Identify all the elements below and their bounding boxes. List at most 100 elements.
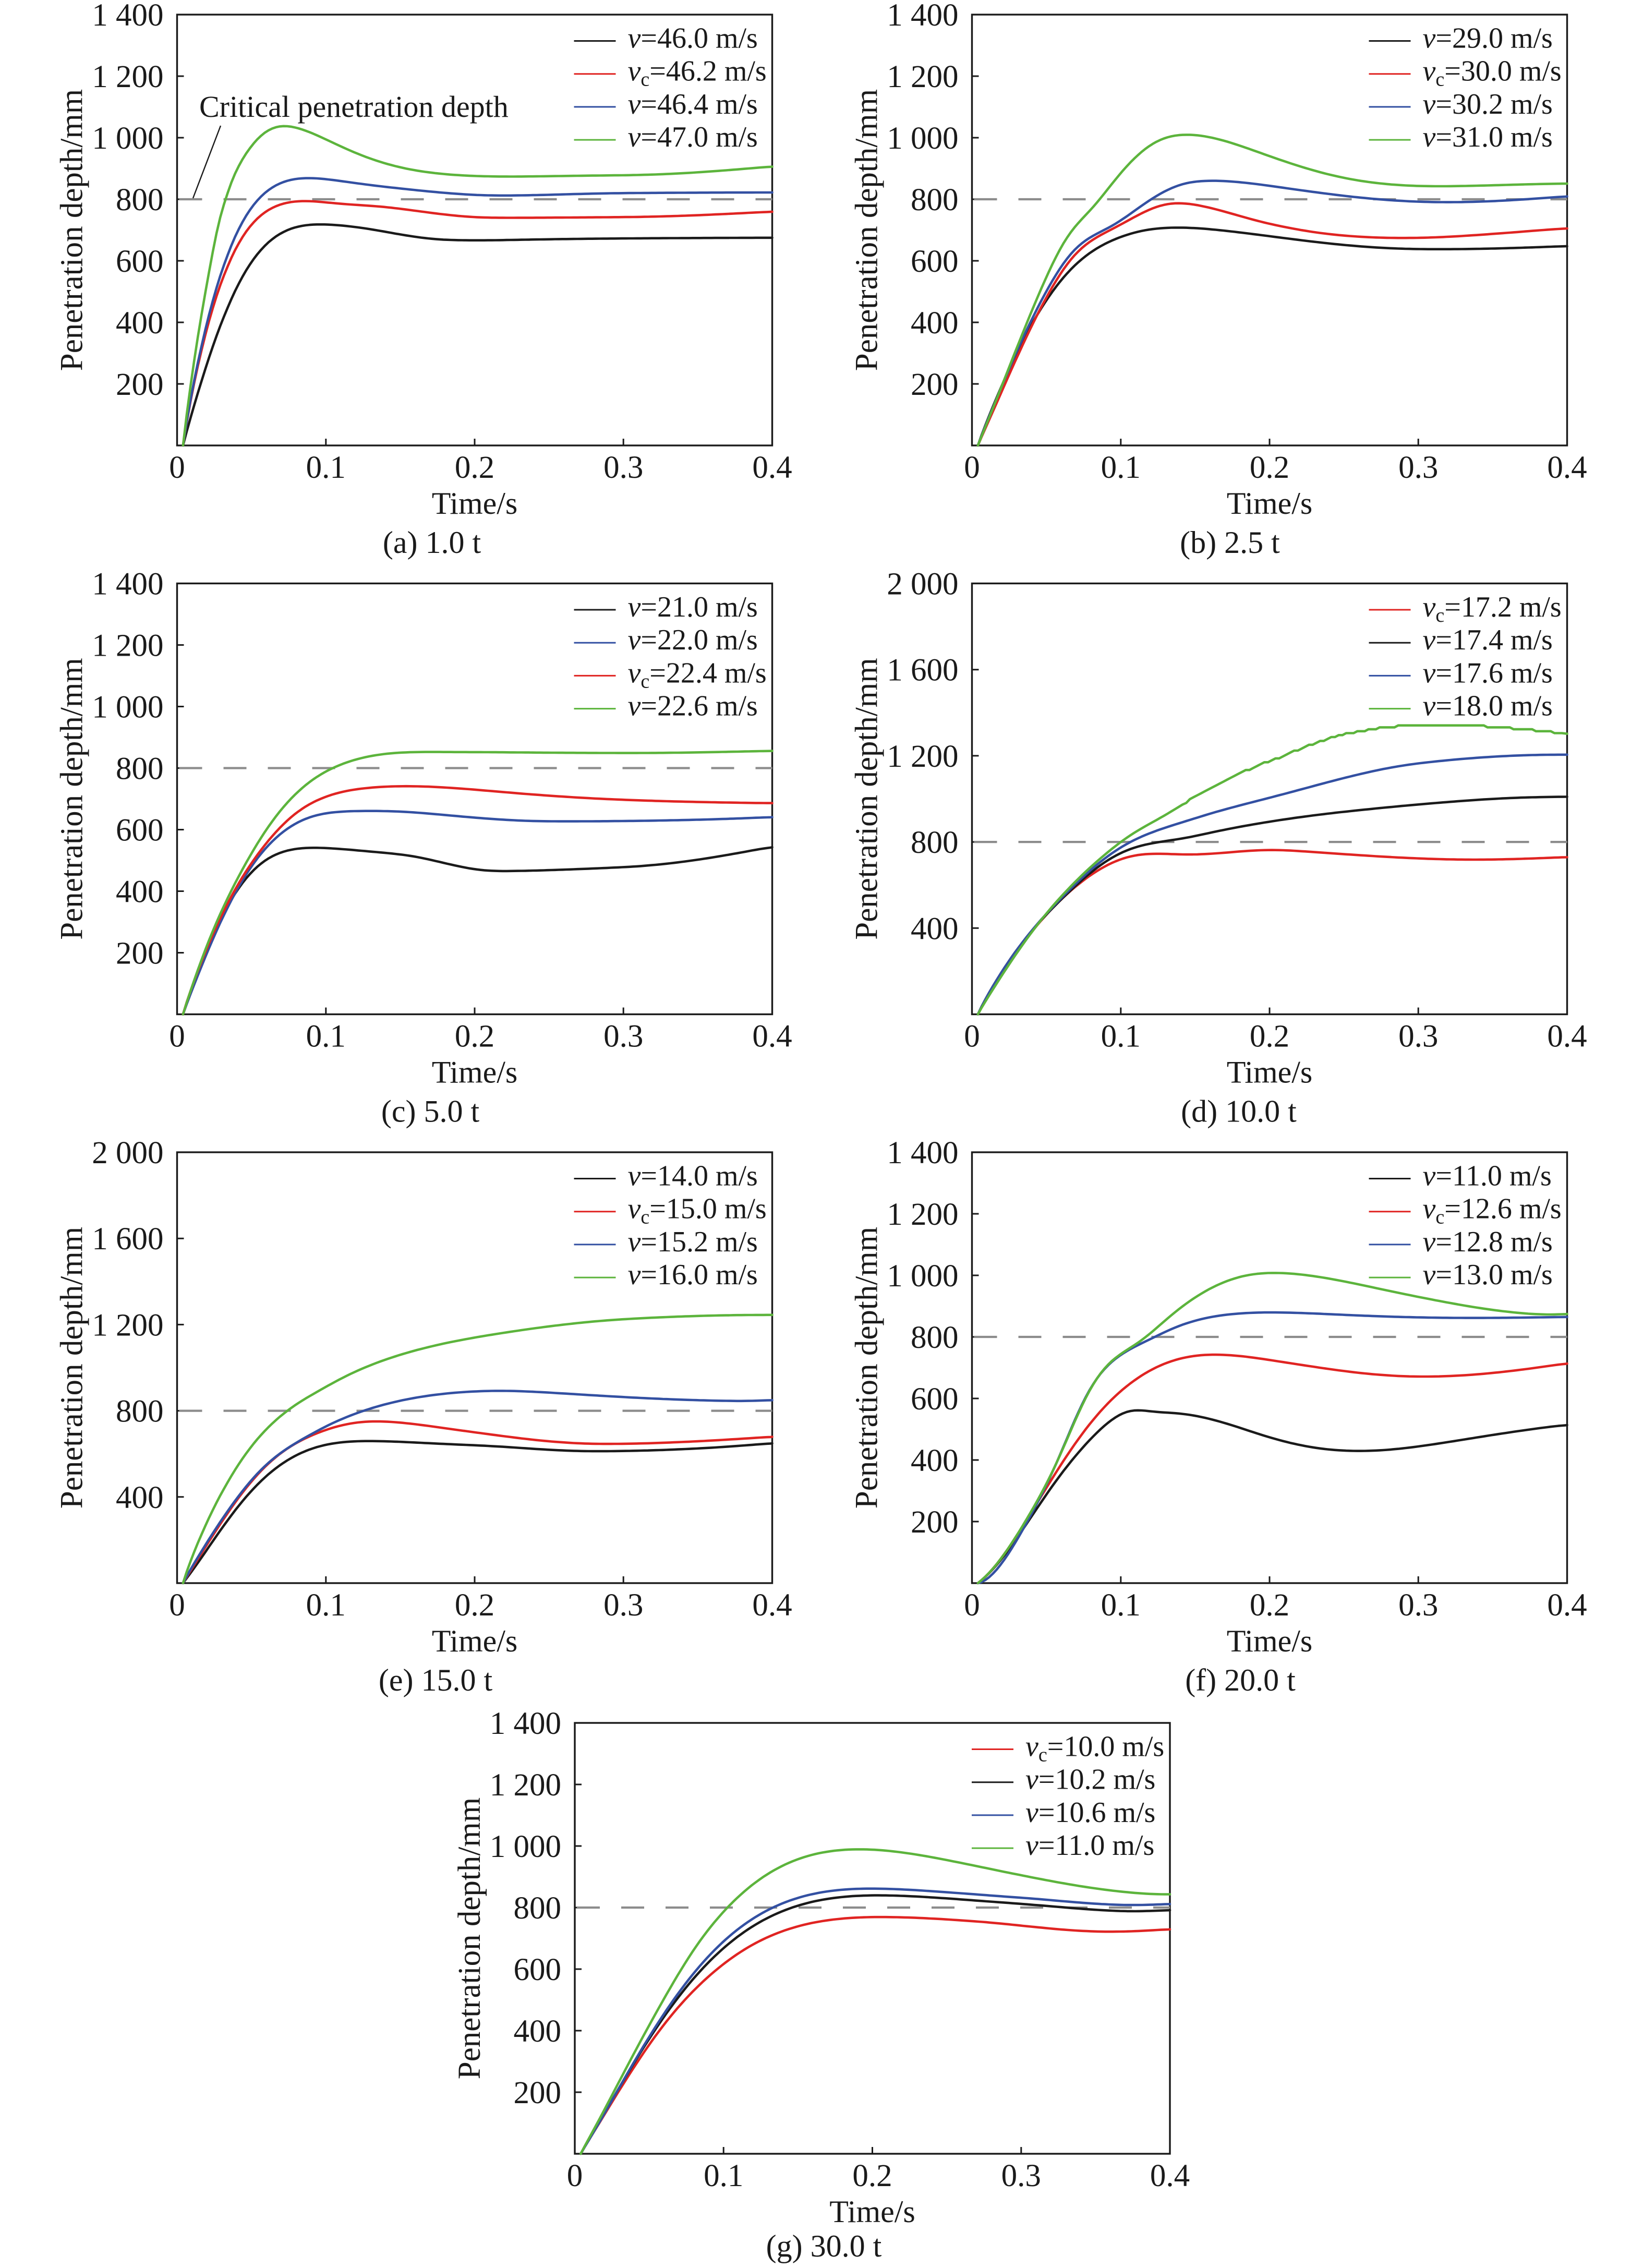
svg-text:400: 400 [911, 306, 959, 341]
svg-text:v=30.2 m/s: v=30.2 m/s [1423, 88, 1553, 120]
svg-text:0.3: 0.3 [603, 1019, 643, 1054]
svg-text:1 200: 1 200 [92, 629, 163, 663]
svg-text:1 200: 1 200 [490, 1768, 561, 1803]
svg-text:vc=22.4 m/s: vc=22.4 m/s [628, 657, 767, 692]
svg-text:2 000: 2 000 [92, 1136, 163, 1171]
svg-text:2 000: 2 000 [887, 567, 958, 602]
svg-text:0.3: 0.3 [603, 450, 643, 485]
svg-text:v=22.6 m/s: v=22.6 m/s [628, 690, 758, 722]
svg-text:vc=10.0 m/s: vc=10.0 m/s [1025, 1731, 1164, 1766]
svg-text:0: 0 [567, 2158, 583, 2193]
svg-text:400: 400 [116, 306, 164, 341]
svg-text:1 200: 1 200 [887, 739, 958, 774]
svg-text:(f) 20.0 t: (f) 20.0 t [1185, 1663, 1296, 1697]
svg-text:(a) 1.0 t: (a) 1.0 t [383, 525, 481, 560]
svg-text:Time/s: Time/s [1227, 1055, 1313, 1090]
svg-text:0.4: 0.4 [1547, 1588, 1587, 1623]
svg-text:200: 200 [116, 936, 164, 971]
svg-text:1 400: 1 400 [887, 0, 958, 33]
svg-text:600: 600 [116, 813, 164, 848]
svg-text:(g) 30.0 t: (g) 30.0 t [766, 2229, 882, 2263]
svg-text:200: 200 [911, 1505, 959, 1540]
svg-text:1 000: 1 000 [92, 690, 163, 725]
svg-text:Time/s: Time/s [432, 486, 518, 521]
svg-text:vc=17.2 m/s: vc=17.2 m/s [1423, 591, 1562, 626]
svg-text:0.3: 0.3 [1398, 1588, 1438, 1623]
svg-text:0: 0 [964, 1019, 980, 1054]
svg-text:v=14.0 m/s: v=14.0 m/s [628, 1160, 758, 1192]
svg-text:1 000: 1 000 [887, 1259, 958, 1294]
svg-text:1 400: 1 400 [887, 1136, 958, 1171]
svg-text:200: 200 [514, 2076, 562, 2110]
svg-text:0.4: 0.4 [752, 1588, 792, 1623]
svg-text:0.2: 0.2 [1250, 450, 1289, 485]
svg-text:(e) 15.0 t: (e) 15.0 t [379, 1663, 493, 1697]
svg-text:Time/s: Time/s [432, 1055, 518, 1090]
svg-text:v=13.0 m/s: v=13.0 m/s [1423, 1259, 1553, 1291]
svg-text:0.3: 0.3 [1001, 2158, 1041, 2193]
svg-text:1 000: 1 000 [92, 121, 163, 156]
svg-text:0.1: 0.1 [1101, 450, 1141, 485]
svg-text:0.2: 0.2 [455, 450, 494, 485]
svg-text:(b) 2.5 t: (b) 2.5 t [1180, 525, 1280, 560]
svg-text:Time/s: Time/s [432, 1624, 518, 1658]
svg-text:0.2: 0.2 [1250, 1588, 1289, 1623]
svg-text:0.1: 0.1 [306, 1588, 346, 1623]
svg-text:1 000: 1 000 [887, 121, 958, 156]
svg-text:1 400: 1 400 [92, 567, 163, 602]
svg-text:0.3: 0.3 [603, 1588, 643, 1623]
svg-text:Penetration depth/mm: Penetration depth/mm [55, 89, 90, 371]
svg-text:(c) 5.0 t: (c) 5.0 t [381, 1094, 480, 1129]
svg-text:Penetration depth/mm: Penetration depth/mm [850, 89, 885, 371]
svg-text:Time/s: Time/s [829, 2194, 915, 2229]
svg-text:0.1: 0.1 [306, 1019, 346, 1054]
svg-text:0.1: 0.1 [1101, 1588, 1141, 1623]
svg-text:800: 800 [911, 1320, 959, 1355]
svg-text:0.1: 0.1 [704, 2158, 743, 2193]
svg-text:0: 0 [169, 1019, 185, 1054]
svg-text:0: 0 [964, 450, 980, 485]
svg-text:vc=30.0 m/s: vc=30.0 m/s [1423, 55, 1562, 91]
svg-text:vc=46.2 m/s: vc=46.2 m/s [628, 55, 767, 91]
svg-text:v=29.0 m/s: v=29.0 m/s [1423, 22, 1553, 55]
svg-text:v=18.0 m/s: v=18.0 m/s [1423, 690, 1553, 722]
svg-text:400: 400 [116, 1480, 164, 1515]
svg-text:v=46.4 m/s: v=46.4 m/s [628, 88, 758, 120]
svg-text:0.4: 0.4 [1150, 2158, 1190, 2193]
svg-text:1 400: 1 400 [92, 0, 163, 33]
svg-text:800: 800 [911, 825, 959, 860]
svg-text:vc=12.6 m/s: vc=12.6 m/s [1423, 1193, 1562, 1228]
svg-text:vc=15.0 m/s: vc=15.0 m/s [628, 1193, 767, 1228]
svg-text:1 600: 1 600 [887, 653, 958, 688]
svg-text:v=11.0 m/s: v=11.0 m/s [1025, 1829, 1154, 1862]
svg-text:Penetration depth/mm: Penetration depth/mm [850, 1227, 885, 1509]
svg-text:200: 200 [911, 367, 959, 402]
svg-text:200: 200 [116, 367, 164, 402]
svg-text:1 400: 1 400 [490, 1706, 561, 1741]
svg-text:0.2: 0.2 [852, 2158, 892, 2193]
svg-text:v=17.6 m/s: v=17.6 m/s [1423, 657, 1553, 689]
svg-text:0.4: 0.4 [1547, 1019, 1587, 1054]
svg-text:v=22.0 m/s: v=22.0 m/s [628, 624, 758, 656]
svg-text:Penetration depth/mm: Penetration depth/mm [55, 658, 90, 939]
svg-text:1 200: 1 200 [887, 59, 958, 94]
svg-text:(d) 10.0 t: (d) 10.0 t [1181, 1094, 1297, 1129]
svg-text:Penetration depth/mm: Penetration depth/mm [850, 658, 885, 939]
svg-text:v=10.2 m/s: v=10.2 m/s [1025, 1764, 1155, 1796]
svg-text:400: 400 [911, 1443, 959, 1478]
svg-text:v=47.0 m/s: v=47.0 m/s [628, 121, 758, 153]
svg-text:v=11.0 m/s: v=11.0 m/s [1423, 1160, 1552, 1192]
svg-text:v=15.2 m/s: v=15.2 m/s [628, 1226, 758, 1258]
svg-text:0.3: 0.3 [1398, 450, 1438, 485]
svg-text:0.2: 0.2 [455, 1019, 494, 1054]
svg-text:v=16.0 m/s: v=16.0 m/s [628, 1259, 758, 1291]
svg-text:1 000: 1 000 [490, 1829, 561, 1864]
svg-text:v=31.0 m/s: v=31.0 m/s [1423, 121, 1553, 153]
svg-text:0.1: 0.1 [306, 450, 346, 485]
svg-text:600: 600 [514, 1952, 562, 1987]
svg-text:v=46.0 m/s: v=46.0 m/s [628, 22, 758, 55]
svg-text:0.4: 0.4 [1547, 450, 1587, 485]
svg-text:0.4: 0.4 [752, 1019, 792, 1054]
svg-text:0: 0 [169, 450, 185, 485]
svg-text:Time/s: Time/s [1227, 1624, 1313, 1658]
